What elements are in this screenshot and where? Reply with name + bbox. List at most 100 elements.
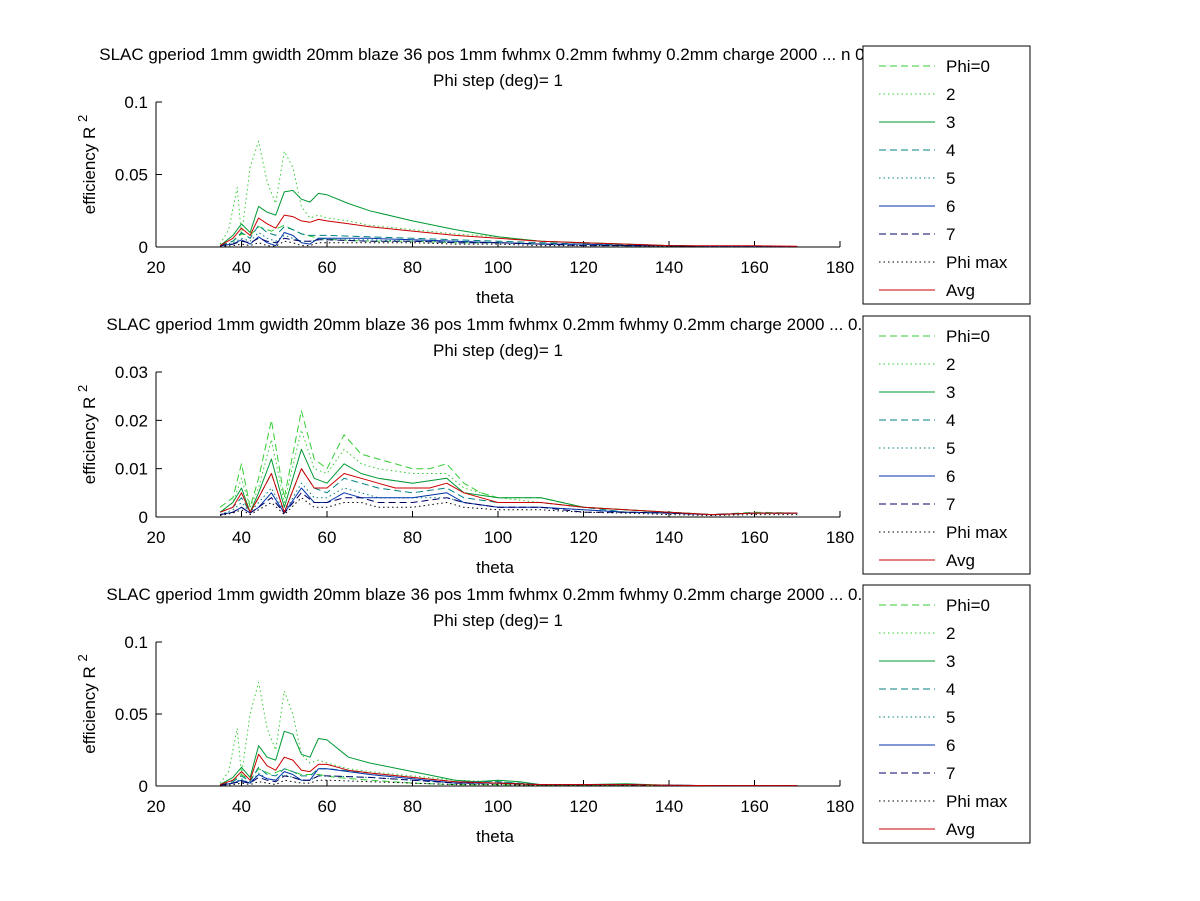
x-tick-label: 100 bbox=[484, 797, 512, 816]
series-line-7 bbox=[220, 237, 798, 247]
x-axis-label: theta bbox=[476, 288, 514, 307]
series-line-6 bbox=[220, 232, 798, 247]
chart-subtitle: Phi step (deg)= 1 bbox=[433, 341, 563, 360]
y-tick-label: 0.1 bbox=[124, 93, 148, 112]
x-tick-label: 40 bbox=[232, 258, 251, 277]
y-axis-label-superscript: 2 bbox=[75, 385, 90, 392]
chart-subtitle: Phi step (deg)= 1 bbox=[433, 611, 563, 630]
y-axis-label-main: efficiency R bbox=[80, 122, 99, 214]
legend-label: Phi max bbox=[946, 523, 1008, 542]
y-axis-label: efficiency R 2 bbox=[75, 115, 99, 215]
chart-title: SLAC gperiod 1mm gwidth 20mm blaze 36 po… bbox=[99, 45, 896, 64]
series-line-3 bbox=[219, 730, 798, 786]
legend-label: 4 bbox=[946, 411, 955, 430]
series-line-9 bbox=[219, 214, 798, 247]
x-tick-label: 20 bbox=[147, 797, 166, 816]
x-tick-label: 40 bbox=[232, 797, 251, 816]
subplot-1: SLAC gperiod 1mm gwidth 20mm blaze 36 po… bbox=[75, 45, 1031, 307]
legend-label: 2 bbox=[946, 355, 955, 374]
x-tick-label: 160 bbox=[740, 797, 768, 816]
series-group bbox=[219, 681, 798, 786]
y-tick-label: 0 bbox=[139, 238, 148, 257]
legend-label: 5 bbox=[946, 169, 955, 188]
x-tick-label: 140 bbox=[655, 258, 683, 277]
legend-label: Phi=0 bbox=[946, 327, 990, 346]
y-axis-label-superscript: 2 bbox=[75, 115, 90, 122]
x-tick-label: 160 bbox=[740, 258, 768, 277]
legend: Phi=0 2 3 4 5 6 7 Phi max Avg bbox=[862, 584, 1031, 844]
legend-label: Phi max bbox=[946, 792, 1008, 811]
y-tick-label: 0.02 bbox=[115, 411, 148, 430]
legend-label: 4 bbox=[946, 680, 955, 699]
series-line-1 bbox=[219, 410, 798, 516]
legend-label: 5 bbox=[946, 708, 955, 727]
series-line-2 bbox=[219, 429, 798, 516]
series-line-9 bbox=[219, 753, 798, 786]
legend-label: 5 bbox=[946, 439, 955, 458]
series-line-2 bbox=[219, 681, 798, 786]
legend-label: 6 bbox=[946, 197, 955, 216]
legend-label: 3 bbox=[946, 383, 955, 402]
legend-label: 7 bbox=[946, 495, 955, 514]
chart-subtitle: Phi step (deg)= 1 bbox=[433, 71, 563, 90]
y-tick-label: 0.05 bbox=[115, 705, 148, 724]
legend-box bbox=[862, 45, 1031, 305]
x-tick-label: 120 bbox=[569, 528, 597, 547]
subplot-2: SLAC gperiod 1mm gwidth 20mm blaze 36 po… bbox=[75, 315, 1031, 577]
x-tick-label: 80 bbox=[403, 797, 422, 816]
x-tick-label: 180 bbox=[826, 797, 854, 816]
x-tick-label: 120 bbox=[569, 797, 597, 816]
y-tick-label: 0.05 bbox=[115, 166, 148, 185]
series-group bbox=[219, 140, 798, 247]
legend-label: 6 bbox=[946, 467, 955, 486]
x-tick-label: 60 bbox=[318, 797, 337, 816]
series-line-9 bbox=[219, 468, 798, 516]
y-axis-label: efficiency R 2 bbox=[75, 654, 99, 754]
x-tick-label: 160 bbox=[740, 528, 768, 547]
legend-label: 2 bbox=[946, 624, 955, 643]
series-line-8 bbox=[220, 497, 798, 516]
chart-title: SLAC gperiod 1mm gwidth 20mm blaze 36 po… bbox=[106, 315, 889, 334]
series-line-4 bbox=[219, 224, 798, 247]
y-axis-label-main: efficiency R bbox=[80, 661, 99, 753]
x-tick-label: 140 bbox=[655, 528, 683, 547]
x-tick-label: 60 bbox=[318, 258, 337, 277]
series-line-4 bbox=[219, 766, 798, 786]
x-tick-label: 80 bbox=[403, 258, 422, 277]
x-tick-label: 20 bbox=[147, 258, 166, 277]
x-tick-label: 60 bbox=[318, 528, 337, 547]
subplot-3: SLAC gperiod 1mm gwidth 20mm blaze 36 po… bbox=[75, 584, 1031, 846]
legend-label: 3 bbox=[946, 113, 955, 132]
series-line-2 bbox=[219, 140, 798, 247]
legend-label: Phi=0 bbox=[946, 57, 990, 76]
x-tick-label: 180 bbox=[826, 528, 854, 547]
x-tick-label: 140 bbox=[655, 797, 683, 816]
x-axis-label: theta bbox=[476, 558, 514, 577]
x-tick-label: 120 bbox=[569, 258, 597, 277]
legend: Phi=0 2 3 4 5 6 7 Phi max Avg bbox=[862, 45, 1031, 305]
chart-title: SLAC gperiod 1mm gwidth 20mm blaze 36 po… bbox=[106, 585, 889, 604]
y-axis-label: efficiency R 2 bbox=[75, 385, 99, 485]
y-axis-label-superscript: 2 bbox=[75, 654, 90, 661]
series-line-3 bbox=[219, 189, 798, 247]
y-tick-label: 0.01 bbox=[115, 460, 148, 479]
legend-label: 7 bbox=[946, 764, 955, 783]
legend-label: Avg bbox=[946, 281, 975, 300]
legend: Phi=0 2 3 4 5 6 7 Phi max Avg bbox=[862, 315, 1031, 575]
x-axis-label: theta bbox=[476, 827, 514, 846]
legend-label: 3 bbox=[946, 652, 955, 671]
y-axis-label-main: efficiency R bbox=[80, 392, 99, 484]
x-tick-label: 100 bbox=[484, 528, 512, 547]
legend-label: 4 bbox=[946, 141, 955, 160]
legend-box bbox=[862, 315, 1031, 575]
y-tick-label: 0.1 bbox=[124, 633, 148, 652]
legend-label: 6 bbox=[946, 736, 955, 755]
legend-label: Avg bbox=[946, 820, 975, 839]
x-tick-label: 100 bbox=[484, 258, 512, 277]
legend-label: Avg bbox=[946, 551, 975, 570]
legend-box bbox=[862, 584, 1031, 844]
series-group bbox=[219, 410, 798, 516]
y-tick-label: 0 bbox=[139, 777, 148, 796]
x-tick-label: 40 bbox=[232, 528, 251, 547]
